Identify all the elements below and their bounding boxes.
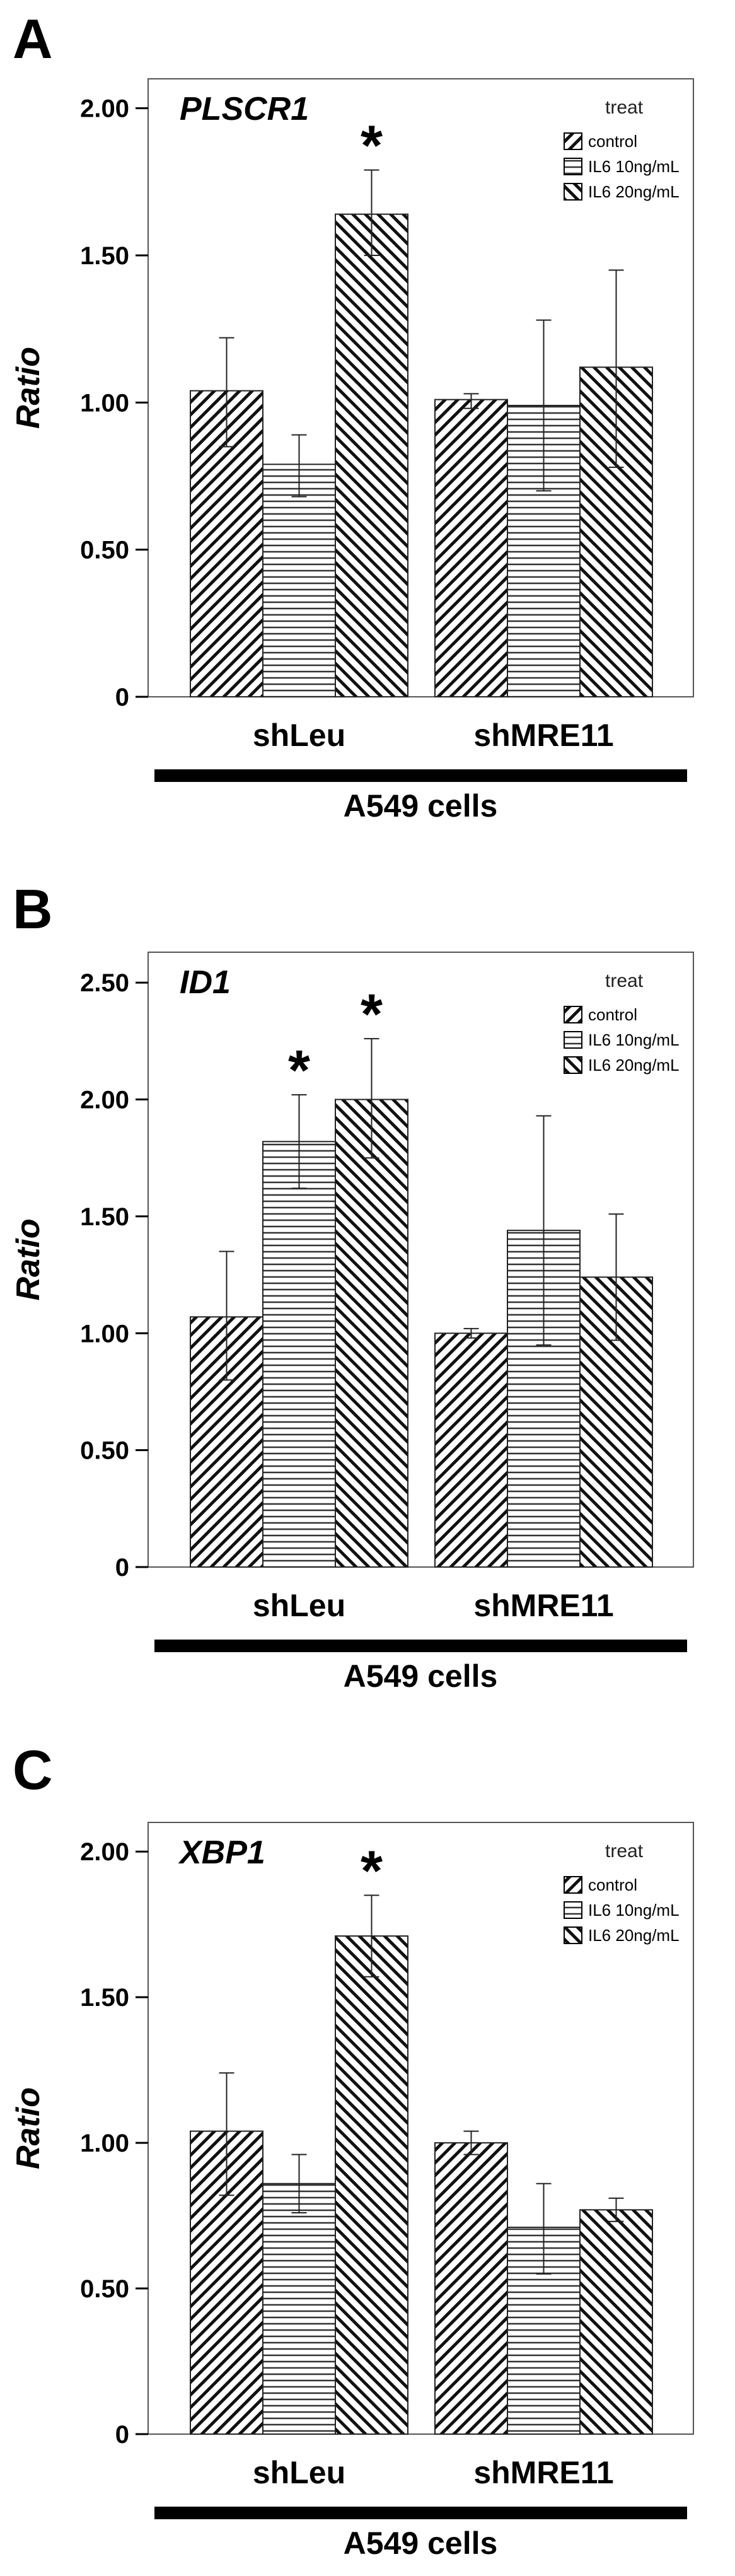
y-tick-label: 0.50 xyxy=(80,1437,129,1465)
bar xyxy=(335,213,408,697)
bar xyxy=(434,1332,508,1568)
gene-label: XBP1 xyxy=(178,1834,265,1871)
gene-label: ID1 xyxy=(180,964,231,1001)
bar xyxy=(262,2183,336,2435)
panel-label: B xyxy=(13,878,53,940)
x-category-label: shLeu xyxy=(253,1588,345,1623)
legend-label: IL6 10ng/mL xyxy=(588,1901,680,1920)
y-axis-title: Ratio xyxy=(10,2087,47,2169)
y-tick-label: 2.50 xyxy=(80,969,129,997)
y-tick-label: 0 xyxy=(115,1554,129,1582)
bar xyxy=(434,2142,508,2435)
group-bracket xyxy=(154,769,687,782)
y-tick-label: 1.00 xyxy=(80,2130,129,2157)
bar xyxy=(579,366,653,697)
y-tick-label: 1.00 xyxy=(80,389,129,417)
y-tick-label: 2.00 xyxy=(80,1087,129,1114)
chart-panel-b: B 0 0.50 1.00 1.50 2.00 2.50 Ratio ID1 treat contr… xyxy=(10,878,694,1694)
legend-swatch xyxy=(564,1056,582,1074)
group-bracket xyxy=(154,1640,687,1652)
legend-title: treat xyxy=(605,97,644,118)
y-tick-label: 1.00 xyxy=(80,1320,129,1348)
y-tick-label: 1.50 xyxy=(80,1203,129,1231)
legend-swatch xyxy=(564,1901,582,1919)
legend-title: treat xyxy=(605,1841,644,1862)
legend-label: control xyxy=(588,1005,637,1024)
x-group-label: A549 cells xyxy=(344,788,498,824)
group-bracket xyxy=(154,2507,687,2519)
y-tick-label: 2.00 xyxy=(80,1838,129,1866)
legend-swatch xyxy=(564,1031,582,1049)
y-axis-title: Ratio xyxy=(10,1219,47,1301)
y-tick-label: 0 xyxy=(115,2421,129,2449)
legend-label: IL6 20ng/mL xyxy=(588,182,680,201)
x-category-label: shMRE11 xyxy=(473,1588,613,1623)
legend-label: control xyxy=(588,1875,637,1894)
panel-label: A xyxy=(13,8,53,70)
legend-label: IL6 20ng/mL xyxy=(588,1056,680,1075)
bar xyxy=(335,1935,408,2435)
chart-panel-a: A 0 0.50 1.00 1.50 2.00 Ratio PLSCR1 treat contro… xyxy=(10,8,694,824)
y-tick-label: 0.50 xyxy=(80,537,129,564)
y-axis-title: Ratio xyxy=(10,347,47,429)
significance-mark: * xyxy=(288,1039,310,1102)
chart-panel-c: C 0 0.50 1.00 1.50 2.00 Ratio XBP1 treat control I… xyxy=(10,1739,694,2561)
significance-mark: * xyxy=(361,1839,383,1903)
significance-mark: * xyxy=(361,983,383,1046)
legend-swatch xyxy=(564,1926,582,1944)
x-group-label: A549 cells xyxy=(344,1658,498,1694)
legend-swatch xyxy=(564,158,582,175)
legend-swatch xyxy=(564,1876,582,1894)
bar xyxy=(434,399,508,698)
y-tick-label: 2.00 xyxy=(80,95,129,123)
bar xyxy=(579,2209,653,2435)
x-category-label: shLeu xyxy=(253,718,345,753)
legend-swatch xyxy=(564,183,582,201)
panel-label: C xyxy=(13,1739,53,1801)
y-tick-label: 0 xyxy=(115,684,129,711)
x-category-label: shMRE11 xyxy=(473,2455,613,2490)
legend-swatch xyxy=(564,1006,582,1023)
gene-label: PLSCR1 xyxy=(180,91,309,127)
bar xyxy=(190,390,263,698)
legend-label: IL6 20ng/mL xyxy=(588,1926,680,1945)
legend-title: treat xyxy=(605,970,644,991)
bar xyxy=(335,1099,408,1568)
legend-swatch xyxy=(564,132,582,150)
x-group-label: A549 cells xyxy=(344,2526,498,2561)
bar xyxy=(262,1141,336,1568)
legend-label: control xyxy=(588,132,637,151)
significance-mark: * xyxy=(361,115,383,178)
y-tick-label: 0.50 xyxy=(80,2275,129,2303)
x-category-label: shMRE11 xyxy=(473,718,613,753)
bar xyxy=(262,463,336,697)
y-tick-label: 1.50 xyxy=(80,1984,129,2012)
legend-label: IL6 10ng/mL xyxy=(588,157,680,176)
y-tick-label: 1.50 xyxy=(80,242,129,270)
legend-label: IL6 10ng/mL xyxy=(588,1030,680,1049)
x-category-label: shLeu xyxy=(253,2455,345,2490)
